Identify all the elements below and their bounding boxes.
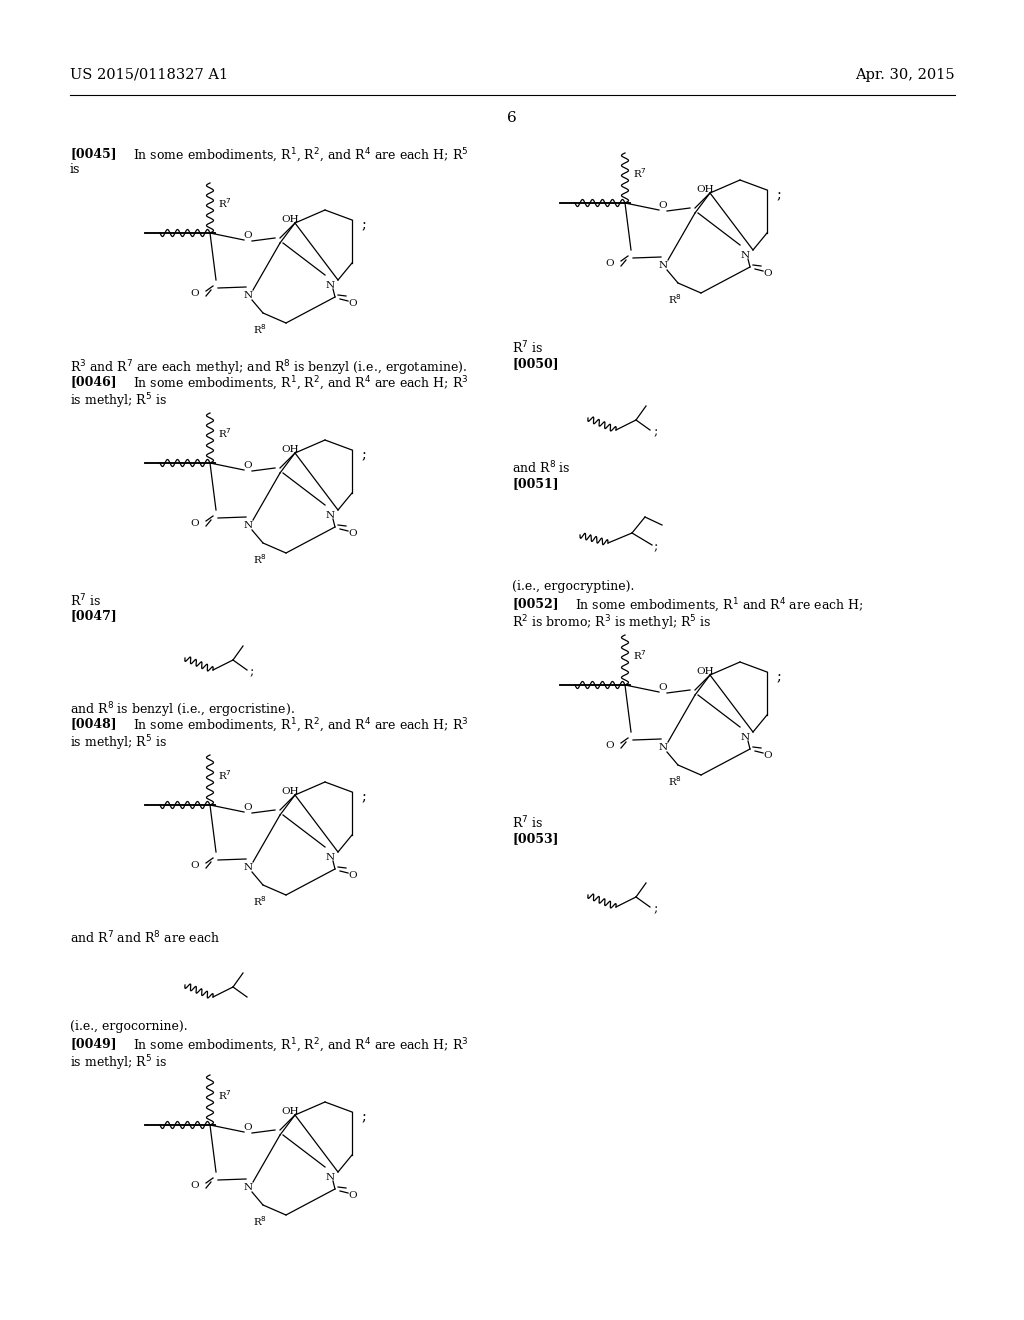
- Text: In some embodiments, R$^1$, R$^2$, and R$^4$ are each H; R$^3$: In some embodiments, R$^1$, R$^2$, and R…: [133, 375, 468, 393]
- Text: ;: ;: [361, 218, 367, 232]
- Text: R$^8$: R$^8$: [668, 292, 682, 306]
- Text: R$^8$: R$^8$: [253, 1214, 267, 1228]
- Text: R$^7$: R$^7$: [218, 768, 231, 781]
- Text: R$^8$: R$^8$: [253, 322, 267, 335]
- Text: R$^7$: R$^7$: [218, 197, 231, 210]
- Text: (i.e., ergocornine).: (i.e., ergocornine).: [70, 1020, 187, 1034]
- Text: N: N: [244, 1183, 253, 1192]
- Text: OH: OH: [282, 215, 299, 224]
- Text: R$^7$ is: R$^7$ is: [512, 341, 543, 356]
- Text: O: O: [190, 519, 200, 528]
- Text: ;: ;: [654, 540, 658, 553]
- Text: [0046]: [0046]: [70, 375, 117, 388]
- Text: O: O: [349, 870, 357, 879]
- Text: OH: OH: [696, 186, 714, 194]
- Text: O: O: [658, 201, 668, 210]
- Text: N: N: [740, 733, 750, 742]
- Text: N: N: [658, 742, 668, 751]
- Text: O: O: [658, 682, 668, 692]
- Text: ;: ;: [361, 1110, 367, 1125]
- Text: N: N: [244, 520, 253, 529]
- Text: ;: ;: [250, 665, 254, 678]
- Text: [0047]: [0047]: [70, 609, 117, 622]
- Text: [0051]: [0051]: [512, 477, 559, 490]
- Text: R$^8$: R$^8$: [668, 774, 682, 788]
- Text: is: is: [70, 162, 80, 176]
- Text: In some embodiments, R$^1$, R$^2$, and R$^4$ are each H; R$^5$: In some embodiments, R$^1$, R$^2$, and R…: [133, 147, 468, 165]
- Text: R$^8$: R$^8$: [253, 552, 267, 566]
- Text: OH: OH: [282, 446, 299, 454]
- Text: R$^7$ is: R$^7$ is: [70, 593, 101, 610]
- Text: O: O: [764, 268, 772, 277]
- Text: ;: ;: [361, 447, 367, 462]
- Text: US 2015/0118327 A1: US 2015/0118327 A1: [70, 69, 228, 82]
- Text: OH: OH: [696, 668, 714, 676]
- Text: O: O: [244, 803, 252, 812]
- Text: [0048]: [0048]: [70, 717, 117, 730]
- Text: [0053]: [0053]: [512, 832, 558, 845]
- Text: O: O: [190, 1180, 200, 1189]
- Text: OH: OH: [282, 1107, 299, 1117]
- Text: In some embodiments, R$^1$, R$^2$, and R$^4$ are each H; R$^3$: In some embodiments, R$^1$, R$^2$, and R…: [133, 717, 468, 735]
- Text: R$^7$: R$^7$: [218, 1088, 231, 1102]
- Text: O: O: [244, 461, 252, 470]
- Text: O: O: [349, 1191, 357, 1200]
- Text: N: N: [326, 281, 335, 289]
- Text: OH: OH: [282, 788, 299, 796]
- Text: ;: ;: [776, 187, 781, 202]
- Text: ;: ;: [361, 789, 367, 804]
- Text: R$^7$: R$^7$: [633, 648, 647, 661]
- Text: N: N: [658, 260, 668, 269]
- Text: In some embodiments, R$^1$ and R$^4$ are each H;: In some embodiments, R$^1$ and R$^4$ are…: [575, 597, 863, 615]
- Text: is methyl; R$^5$ is: is methyl; R$^5$ is: [70, 391, 167, 411]
- Text: In some embodiments, R$^1$, R$^2$, and R$^4$ are each H; R$^3$: In some embodiments, R$^1$, R$^2$, and R…: [133, 1038, 468, 1055]
- Text: N: N: [740, 251, 750, 260]
- Text: O: O: [190, 861, 200, 870]
- Text: is methyl; R$^5$ is: is methyl; R$^5$ is: [70, 1053, 167, 1073]
- Text: O: O: [349, 298, 357, 308]
- Text: is methyl; R$^5$ is: is methyl; R$^5$ is: [70, 733, 167, 752]
- Text: O: O: [605, 741, 614, 750]
- Text: N: N: [326, 1172, 335, 1181]
- Text: R$^2$ is bromo; R$^3$ is methyl; R$^5$ is: R$^2$ is bromo; R$^3$ is methyl; R$^5$ i…: [512, 612, 712, 632]
- Text: O: O: [244, 231, 252, 239]
- Text: O: O: [764, 751, 772, 759]
- Text: ;: ;: [776, 671, 781, 684]
- Text: O: O: [349, 528, 357, 537]
- Text: R$^7$: R$^7$: [633, 166, 647, 180]
- Text: R$^3$ and R$^7$ are each methyl; and R$^8$ is benzyl (i.e., ergotamine).: R$^3$ and R$^7$ are each methyl; and R$^…: [70, 358, 467, 378]
- Text: Apr. 30, 2015: Apr. 30, 2015: [855, 69, 955, 82]
- Text: O: O: [244, 1122, 252, 1131]
- Text: and R$^7$ and R$^8$ are each: and R$^7$ and R$^8$ are each: [70, 931, 220, 946]
- Text: R$^7$ is: R$^7$ is: [512, 814, 543, 832]
- Text: and R$^8$ is benzyl (i.e., ergocristine).: and R$^8$ is benzyl (i.e., ergocristine)…: [70, 700, 295, 719]
- Text: ;: ;: [653, 425, 657, 438]
- Text: [0045]: [0045]: [70, 147, 117, 160]
- Text: O: O: [190, 289, 200, 297]
- Text: N: N: [244, 862, 253, 871]
- Text: and R$^8$ is: and R$^8$ is: [512, 459, 570, 477]
- Text: N: N: [244, 290, 253, 300]
- Text: 6: 6: [507, 111, 517, 125]
- Text: N: N: [326, 853, 335, 862]
- Text: [0049]: [0049]: [70, 1038, 117, 1049]
- Text: R$^8$: R$^8$: [253, 894, 267, 908]
- Text: (i.e., ergocryptine).: (i.e., ergocryptine).: [512, 579, 635, 593]
- Text: O: O: [605, 259, 614, 268]
- Text: ;: ;: [653, 903, 657, 916]
- Text: R$^7$: R$^7$: [218, 426, 231, 440]
- Text: [0052]: [0052]: [512, 597, 559, 610]
- Text: [0050]: [0050]: [512, 356, 559, 370]
- Text: N: N: [326, 511, 335, 520]
